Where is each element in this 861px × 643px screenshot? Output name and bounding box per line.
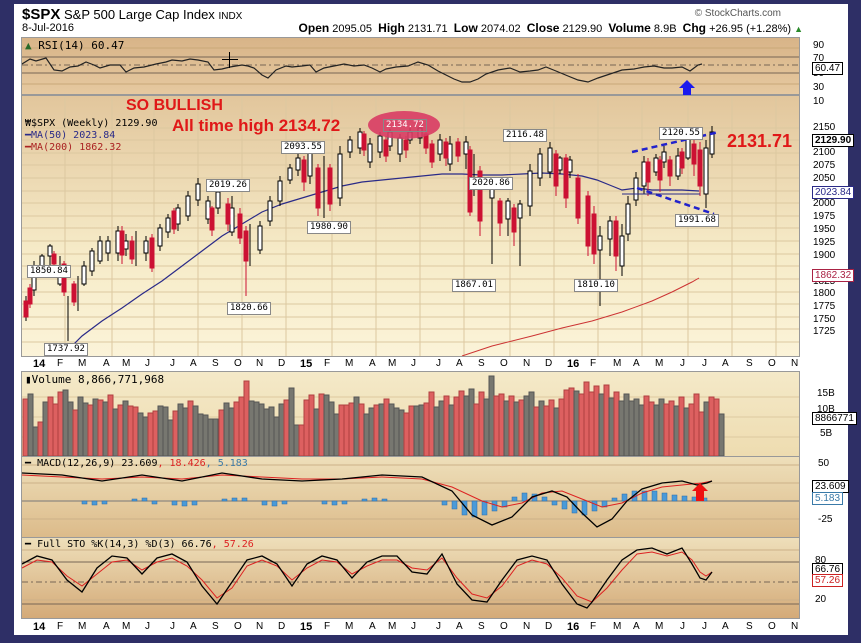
sto-legend: ━ Full STO %K(14,3) %D(3) 66.76, 57.26 [25,539,254,550]
rsi-icon: ▲ [25,39,32,52]
volume-bars-icon: ▮ [25,373,32,386]
volume-legend: ▮Volume 8,866,771,968 [25,373,165,386]
ma200-line [461,277,700,356]
sto-d-line [22,551,713,603]
ath-highlight-ellipse [368,111,440,139]
high-value: 2131.71 [407,23,448,35]
volume-panel: ▮Volume 8,866,771,968 [21,371,800,457]
volume-value-tag: 8866771 [812,412,857,425]
change-value: +26.95 (+1.28%) [709,23,792,35]
price-plot [22,96,799,356]
exchange: INDX [218,11,243,22]
rsi-legend: ▲ RSI(14) 60.47 [25,39,125,52]
macd-line [22,472,713,528]
volume-plot [22,375,799,456]
upper-trendline [631,130,720,154]
sto-k-line [22,547,713,609]
sto-swatch: ━ [25,539,32,550]
candle-icon: ₩ [25,118,32,129]
up-triangle-icon: ▲ [794,24,803,34]
macd-signal-line [22,474,713,508]
copyright: © StockCharts.com [694,8,781,19]
sto-plot [22,547,799,609]
macd-hist-tag: 5.183 [812,492,844,505]
x-axis-top: 14 F M A M J J A S O N D 15 F M A M J J … [33,358,799,370]
all-time-high-annotation: All time high 2134.72 [172,116,341,135]
chart-date: 8-Jul-2016 [22,22,74,34]
low-value: 2074.02 [480,23,521,35]
macd-legend: ━ MACD(12,26,9) 23.609, 18.426, 5.183 [25,458,248,469]
volume-bars [22,375,725,456]
so-bullish-annotation: SO BULLISH [126,97,223,114]
macd-histogram [81,490,708,518]
ohlc-summary: Open 2095.05 High 2131.71 Low 2074.02 Cl… [298,21,803,35]
close-price-tag: 2129.90 [812,134,855,147]
ma200-value-tag: 1862.32 [812,269,855,282]
ma200-swatch: ━ [25,142,32,153]
price-panel: ₩$SPX (Weekly) 2129.90 ━MA(50) 2023.84 ━… [21,95,800,357]
price-legend: ₩$SPX (Weekly) 2129.90 ━MA(50) 2023.84 ━… [25,118,158,153]
close-value: 2129.90 [562,23,603,35]
red-up-arrow-icon [692,483,708,501]
volume-value: 8.9B [653,23,677,35]
symbol: $SPX [22,6,61,23]
macd-plot [22,464,799,528]
rsi-panel: ▲ RSI(14) 60.47 [21,37,800,95]
macd-swatch: ━ [25,458,32,469]
ma50-line [61,172,700,356]
ma50-swatch: ━ [25,130,32,141]
lower-trendline [636,186,715,216]
up-arrow-annotation-icon [679,80,695,96]
sto-d-tag: 57.26 [812,574,844,587]
x-axis-bottom: 14 F M A M J J A S O N D 15 F M A M J J … [33,621,799,633]
candles [23,126,715,341]
rsi-value-tag: 60.47 [812,62,844,75]
rsi-plot [22,47,799,85]
macd-panel: ━ MACD(12,26,9) 23.609, 18.426, 5.183 [21,456,800,538]
ma50-value-tag: 2023.84 [812,186,855,199]
chart-title: $SPX S&P 500 Large Cap Index INDX [22,6,242,23]
crosshair-cursor-icon [222,52,238,68]
symbol-name: S&P 500 Large Cap Index [63,7,215,22]
open-value: 2095.05 [332,23,373,35]
sto-panel: ━ Full STO %K(14,3) %D(3) 66.76, 57.26 [21,537,800,619]
current-high-annotation: 2131.71 [727,131,793,151]
